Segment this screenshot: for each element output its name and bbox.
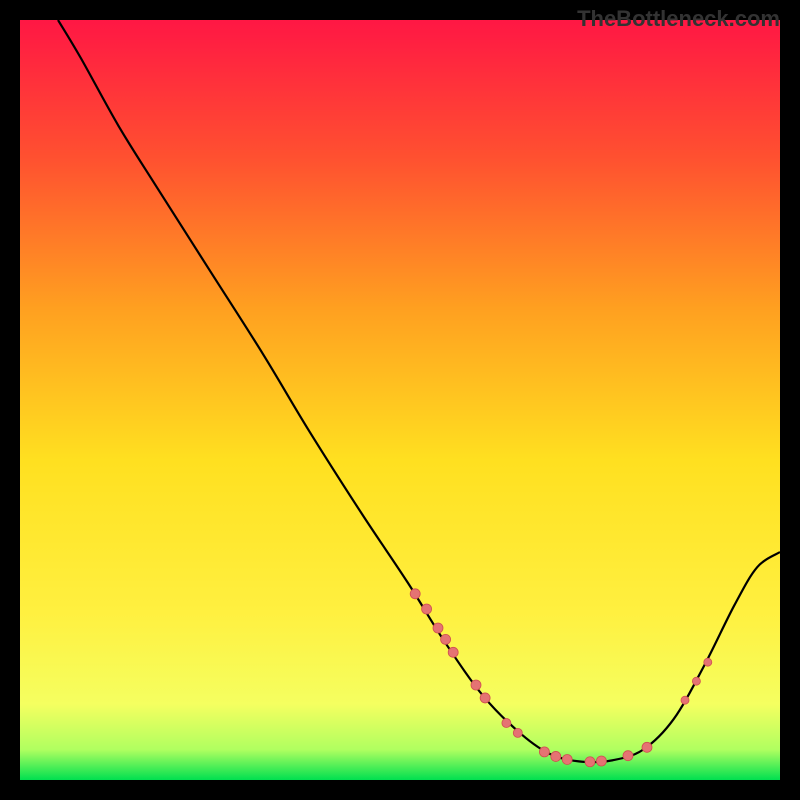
data-marker — [471, 680, 481, 690]
data-marker — [480, 693, 490, 703]
data-marker — [596, 756, 606, 766]
data-marker — [410, 589, 420, 599]
chart-svg — [20, 20, 780, 780]
data-marker — [513, 728, 522, 737]
data-marker — [422, 604, 432, 614]
data-marker — [441, 634, 451, 644]
data-marker — [448, 647, 458, 657]
data-marker — [692, 677, 700, 685]
data-marker — [585, 757, 595, 767]
chart-container: TheBottleneck.com — [0, 0, 800, 800]
plot-area — [20, 20, 780, 780]
data-marker — [551, 751, 561, 761]
data-marker — [681, 696, 689, 704]
data-marker — [562, 754, 572, 764]
data-marker — [642, 742, 652, 752]
data-marker — [502, 719, 511, 728]
watermark-text: TheBottleneck.com — [577, 6, 780, 32]
data-marker — [704, 658, 712, 666]
data-marker — [539, 747, 549, 757]
data-marker — [433, 623, 443, 633]
data-marker — [623, 751, 633, 761]
plot-background — [20, 20, 780, 780]
